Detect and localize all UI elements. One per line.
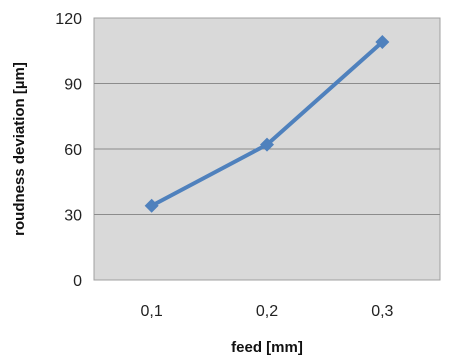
y-tick-labels: 0 30 60 90 120 (55, 11, 82, 290)
data-point (144, 198, 159, 213)
y-axis-title: roudness deviation [µm] (11, 62, 28, 236)
x-tick-label: 0,3 (371, 303, 393, 320)
x-tick-label: 0,1 (141, 303, 163, 320)
y-tick-label: 30 (64, 208, 82, 225)
x-tick-label: 0,2 (256, 303, 278, 320)
data-point (375, 35, 390, 50)
y-tick-label: 0 (73, 273, 82, 290)
y-tick-label: 60 (64, 142, 82, 159)
x-tick-labels: 0,1 0,2 0,3 (141, 303, 394, 320)
series-layer (144, 35, 390, 213)
data-point (260, 137, 274, 152)
y-tick-label: 90 (64, 77, 82, 94)
x-axis-title: feed [mm] (231, 339, 303, 356)
y-tick-label: 120 (55, 11, 82, 28)
